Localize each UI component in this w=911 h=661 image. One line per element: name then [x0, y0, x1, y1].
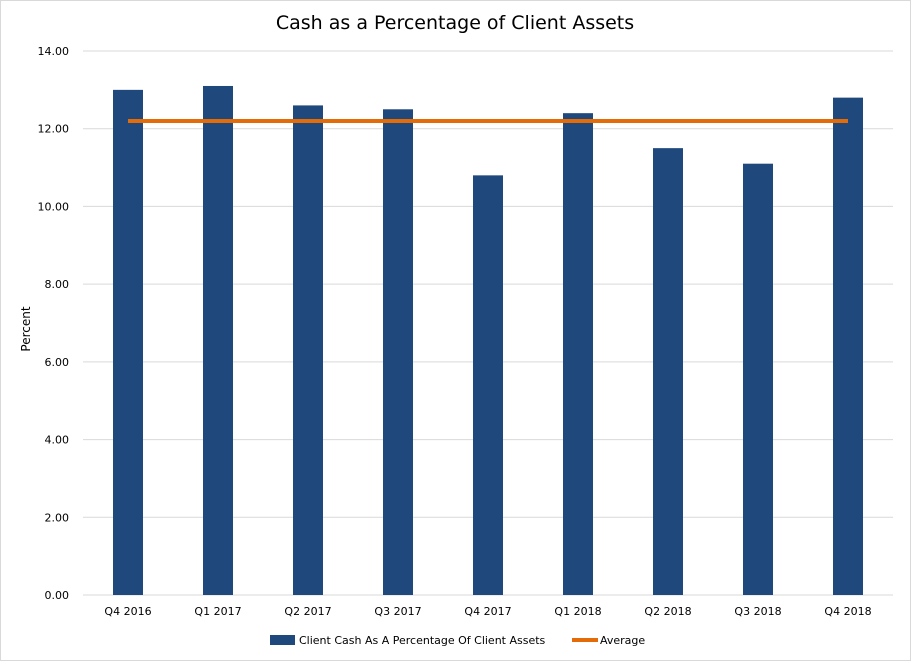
x-tick-label: Q3 2018 [734, 605, 781, 618]
legend-bar-label: Client Cash As A Percentage Of Client As… [299, 634, 546, 647]
x-tick-label: Q1 2018 [554, 605, 601, 618]
y-tick-label: 14.00 [38, 45, 70, 58]
y-tick-labels: 0.00 2.00 4.00 6.00 8.00 10.00 12.00 14.00 [38, 45, 70, 602]
x-tick-label: Q4 2016 [104, 605, 151, 618]
bar [113, 89, 143, 595]
bar [743, 163, 773, 595]
y-tick-label: 8.00 [45, 278, 70, 291]
y-tick-label: 6.00 [45, 356, 70, 369]
x-tick-label: Q3 2017 [374, 605, 421, 618]
bar [203, 85, 233, 595]
bar [473, 175, 503, 596]
y-tick-label: 10.00 [38, 200, 70, 213]
bar [833, 97, 863, 595]
bar [383, 109, 413, 596]
bar [293, 105, 323, 596]
chart-title: Cash as a Percentage of Client Assets [276, 12, 634, 34]
bar [653, 148, 683, 595]
x-tick-labels: Q4 2016 Q1 2017 Q2 2017 Q3 2017 Q4 2017 Q1 20… [104, 605, 871, 618]
x-tick-label: Q4 2018 [824, 605, 871, 618]
legend-line-label: Average [600, 634, 645, 647]
x-tick-label: Q2 2018 [644, 605, 691, 618]
y-tick-label: 0.00 [45, 589, 70, 602]
legend-bar-swatch [270, 635, 295, 645]
y-tick-label: 12.00 [38, 123, 70, 136]
x-tick-label: Q1 2017 [194, 605, 241, 618]
y-tick-label: 2.00 [45, 511, 70, 524]
x-tick-label: Q4 2017 [464, 605, 511, 618]
x-tick-label: Q2 2017 [284, 605, 331, 618]
legend: Client Cash As A Percentage Of Client As… [270, 634, 645, 647]
y-axis-label: Percent [19, 306, 33, 351]
y-tick-label: 4.00 [45, 434, 70, 447]
bars [113, 85, 863, 596]
bar [563, 113, 593, 596]
